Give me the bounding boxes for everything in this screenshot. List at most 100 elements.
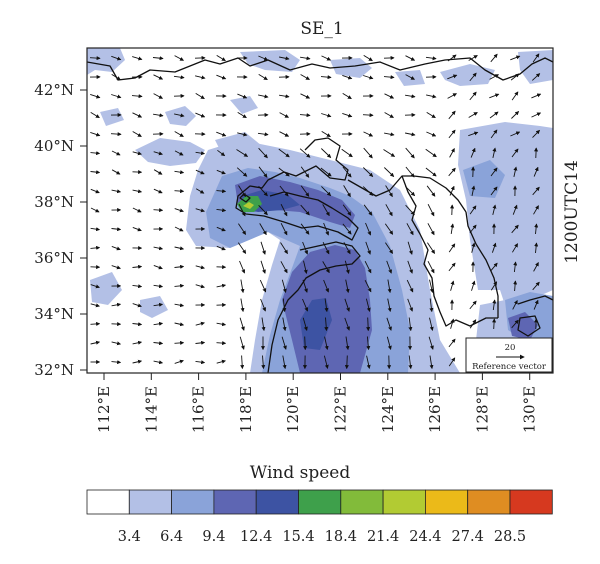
wind-arrow-icon — [299, 148, 311, 158]
wind-arrow-icon — [238, 223, 246, 235]
colorbar-level-label: 6.4 — [160, 529, 183, 545]
wind-arrow-icon — [216, 208, 227, 213]
wind-arrow-icon — [153, 188, 163, 194]
wind-arrow-icon — [492, 318, 497, 330]
lon-tick-label: 128°E — [473, 386, 491, 433]
wind-arrow-icon — [282, 355, 287, 370]
wind-arrow-icon — [510, 131, 521, 137]
wind-arrow-icon — [470, 147, 476, 158]
wind-arrow-icon — [216, 245, 226, 251]
wind-arrow-icon — [405, 74, 415, 80]
colorbar-swatch — [424, 489, 469, 515]
colorbar-swatch — [509, 489, 553, 515]
wind-arrow-icon — [111, 360, 122, 365]
wind-arrow-icon — [321, 131, 331, 137]
wind-arrow-icon — [320, 75, 332, 80]
wind-arrow-icon — [153, 246, 164, 251]
wind-arrow-icon — [448, 338, 456, 348]
wind-arrow-icon — [511, 91, 519, 101]
map-title: SE_1 — [300, 19, 343, 39]
wind-arrow-icon — [195, 188, 205, 194]
wind-arrow-icon — [387, 298, 392, 313]
wind-arrow-icon — [533, 166, 539, 177]
wind-arrow-icon — [216, 74, 227, 80]
wind-arrow-icon — [324, 317, 329, 332]
wind-arrow-icon — [469, 205, 477, 215]
wind-arrow-icon — [342, 93, 352, 99]
wind-arrow-icon — [279, 112, 289, 118]
wind-arrow-icon — [216, 169, 226, 175]
wind-arrow-icon — [363, 204, 373, 216]
wind-arrow-icon — [303, 336, 308, 351]
wind-arrow-icon — [217, 149, 226, 157]
wind-arrow-icon — [153, 321, 164, 326]
wind-arrow-icon — [489, 74, 499, 80]
wind-arrow-icon — [240, 279, 245, 294]
wind-arrow-icon — [448, 262, 456, 272]
wind-arrow-icon — [132, 284, 143, 289]
wind-arrow-icon — [321, 113, 332, 118]
wind-arrow-icon — [282, 298, 287, 313]
wind-arrow-icon — [132, 264, 143, 269]
wind-arrow-icon — [511, 224, 519, 234]
wind-arrow-icon — [383, 167, 395, 177]
wind-arrow-icon — [111, 227, 122, 232]
wind-arrow-icon — [320, 167, 332, 177]
wind-arrow-icon — [469, 224, 477, 234]
wind-arrow-icon — [240, 298, 245, 313]
wind-arrow-icon — [240, 355, 245, 370]
wind-arrow-icon — [471, 242, 476, 253]
wind-arrow-icon — [174, 55, 184, 61]
wind-arrow-icon — [174, 170, 185, 175]
wind-arrow-icon — [111, 189, 122, 194]
wind-arrow-icon — [386, 317, 392, 331]
wind-arrow-icon — [174, 150, 184, 156]
wind-arrow-icon — [385, 242, 393, 254]
wind-arrow-icon — [132, 226, 142, 232]
wind-arrow-icon — [513, 280, 518, 292]
wind-arrow-icon — [364, 260, 372, 274]
wind-arrow-icon — [216, 55, 226, 61]
wind-arrow-icon — [321, 55, 332, 61]
wind-arrow-icon — [90, 151, 101, 156]
wind-arrow-icon — [383, 149, 396, 157]
colorbar-level-label: 28.5 — [494, 529, 526, 545]
wind-arrow-icon — [216, 226, 226, 232]
lon-tick-label: 116°E — [190, 386, 208, 433]
wind-arrow-icon — [260, 298, 267, 312]
latitude-axis: 32°N 34°N 36°N 38°N 40°N 42°N — [34, 81, 87, 379]
wind-arrow-icon — [90, 93, 101, 99]
wind-arrow-icon — [450, 318, 455, 329]
wind-arrow-icon — [366, 317, 371, 332]
wind-arrow-icon — [132, 207, 142, 213]
wind-arrow-icon — [447, 93, 457, 99]
wind-arrow-icon — [469, 300, 477, 310]
wind-arrow-icon — [195, 340, 206, 345]
wind-arrow-icon — [427, 242, 435, 254]
wind-arrow-icon — [343, 242, 351, 255]
wind-arrow-icon — [449, 185, 455, 196]
colorbar-swatch — [213, 489, 257, 515]
wind-arrow-icon — [259, 279, 267, 293]
reference-vector-box: 20 Reference vector — [465, 337, 553, 373]
wind-arrow-icon — [258, 74, 268, 80]
wind-arrow-icon — [365, 241, 371, 255]
wind-arrow-icon — [216, 359, 226, 364]
wind-arrow-icon — [343, 185, 351, 198]
time-label: 1200UTC14 — [562, 160, 582, 264]
wind-arrow-icon — [195, 284, 205, 289]
wind-arrow-icon — [405, 147, 415, 159]
wind-arrow-icon — [261, 317, 266, 332]
wind-vectors — [89, 53, 542, 370]
wind-arrow-icon — [511, 319, 519, 329]
wind-arrow-icon — [531, 73, 541, 81]
wind-arrow-icon — [258, 166, 268, 178]
wind-arrow-icon — [153, 341, 164, 346]
wind-arrow-icon — [511, 111, 520, 119]
wind-arrow-icon — [448, 129, 456, 139]
wind-arrow-icon — [111, 55, 122, 61]
colorbar-level-label: 3.4 — [118, 529, 141, 545]
wind-arrow-icon — [512, 300, 518, 310]
wind-arrow-icon — [174, 246, 185, 251]
wind-arrow-icon — [386, 336, 392, 350]
